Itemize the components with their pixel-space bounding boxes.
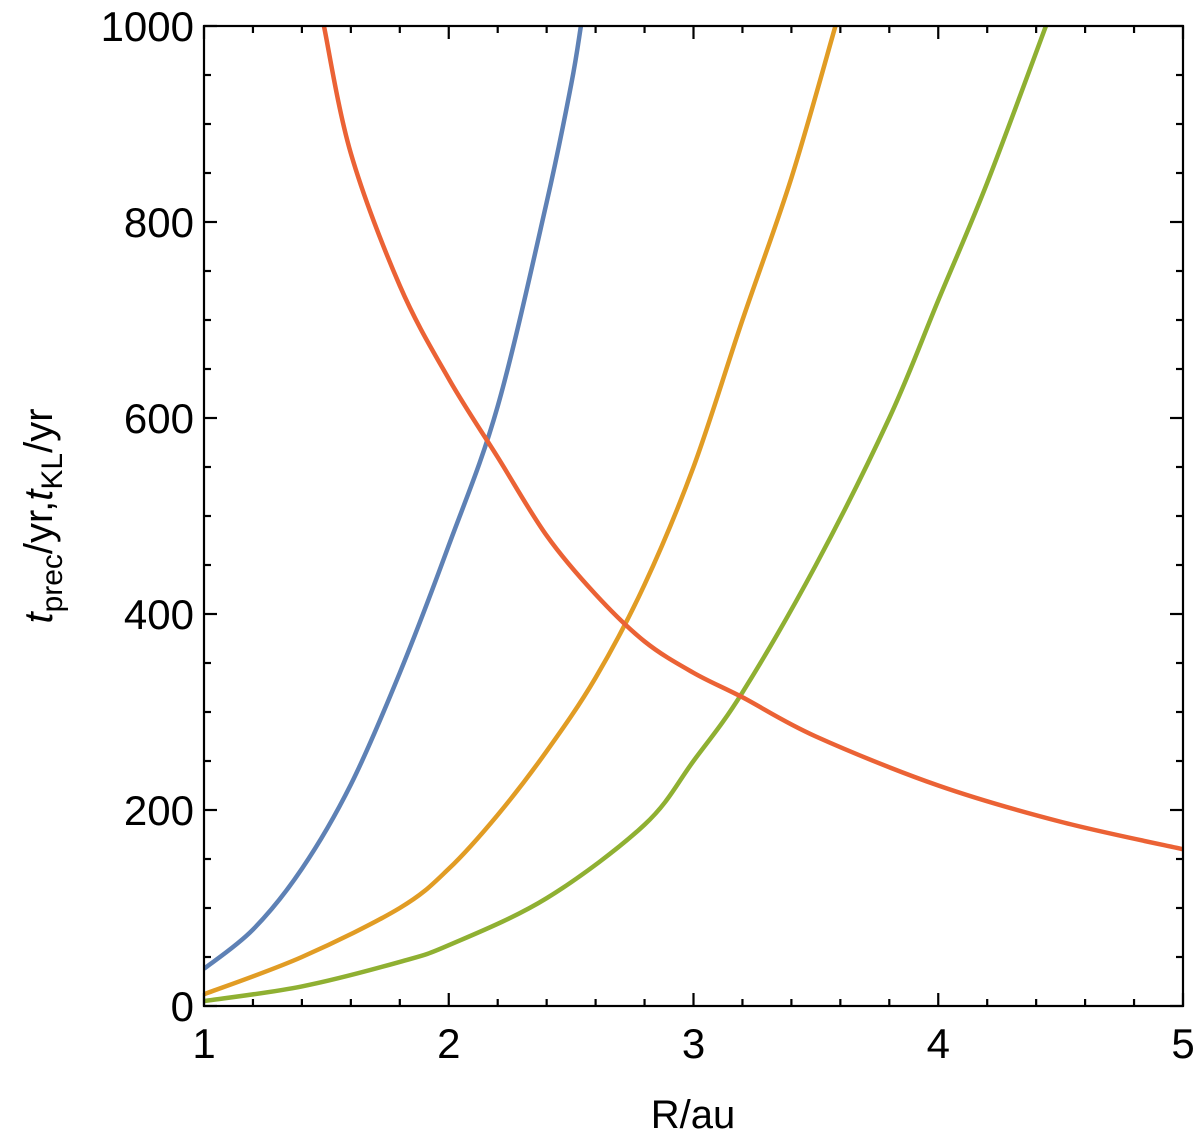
y-tick-label: 400	[124, 591, 194, 638]
series-layer	[204, 26, 1183, 1004]
y-axis-label: tprec/yr,tKL/yr	[17, 408, 69, 623]
x-tick-label: 1	[192, 1020, 215, 1067]
y-tick-label: 1000	[101, 3, 194, 50]
series-line-3	[204, 26, 1049, 1004]
x-tick-label: 5	[1171, 1020, 1194, 1067]
y-tick-label: 600	[124, 395, 194, 442]
series-line-4	[321, 26, 1183, 852]
y-axis-label-t1: t	[17, 611, 61, 624]
tick-layer	[202, 24, 1185, 1008]
y-axis-label-sub1: prec	[36, 554, 69, 612]
tick-label-layer: 1 2 3 4 5 0 200 400 600 800 1000	[101, 3, 1195, 1067]
y-axis-label-t2: t	[17, 488, 61, 501]
y-axis-label-tail: /yr	[17, 408, 61, 452]
y-tick-label: 200	[124, 787, 194, 834]
series-line-2	[204, 26, 838, 997]
y-tick-label: 0	[171, 983, 194, 1030]
x-axis-label: R/au	[651, 1093, 736, 1137]
x-tick-label: 4	[927, 1020, 950, 1067]
x-tick-label: 2	[437, 1020, 460, 1067]
y-axis-label-mid: /yr,	[17, 501, 61, 554]
series-line-1	[204, 26, 584, 971]
y-axis-label-sub2: KL	[36, 453, 69, 490]
y-tick-label: 800	[124, 199, 194, 246]
plot-frame	[202, 24, 1185, 1008]
x-tick-label: 3	[682, 1020, 705, 1067]
